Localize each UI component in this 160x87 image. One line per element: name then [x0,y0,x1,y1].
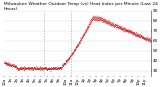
Text: Milwaukee Weather Outdoor Temp (vs) Heat Index per Minute (Last 24 Hours): Milwaukee Weather Outdoor Temp (vs) Heat… [4,2,158,11]
